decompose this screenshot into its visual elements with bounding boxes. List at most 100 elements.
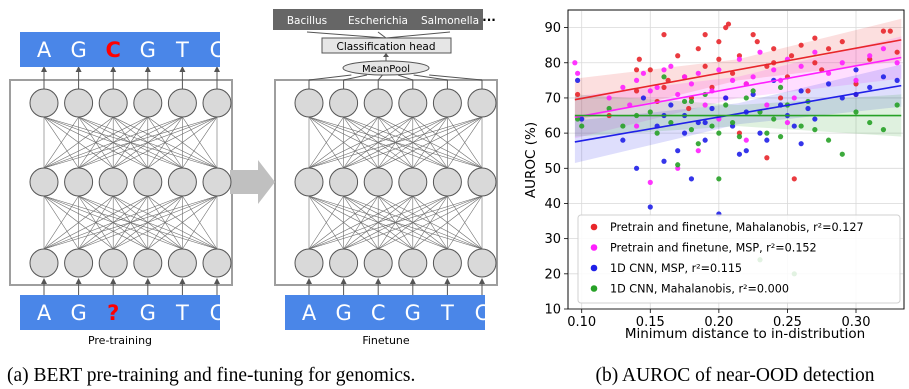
data-point-series-3 — [723, 102, 729, 108]
finetune-input-arrowhead — [479, 278, 485, 284]
data-point-series-2 — [743, 148, 749, 154]
caption-b: (b) AUROC of near-OOD detection — [595, 365, 874, 386]
data-point-series-2 — [825, 81, 832, 87]
legend-label-0: Pretrain and finetune, Mahalanobis, r²=0… — [610, 221, 864, 234]
data-point-series-0 — [633, 88, 640, 94]
data-point-series-1 — [750, 74, 756, 80]
pretrain-edge — [43, 116, 114, 169]
data-point-series-3 — [853, 109, 859, 115]
finetune-node — [398, 248, 428, 278]
legend-marker-3 — [590, 285, 598, 292]
finetune-edge — [308, 116, 413, 169]
pretrain-node — [202, 88, 232, 118]
data-point-series-2 — [702, 137, 708, 143]
y-tick-label: 10 — [544, 303, 561, 318]
finetune-input-arrowhead — [306, 278, 312, 284]
finetune-edge — [412, 195, 483, 250]
data-point-series-1 — [757, 49, 763, 55]
finetune-node — [329, 167, 359, 197]
data-point-series-0 — [636, 56, 642, 62]
y-tick-label: 30 — [544, 232, 561, 247]
pretrain-output-arrowhead — [75, 66, 82, 72]
data-point-series-1 — [839, 60, 845, 66]
pretrain-input-token: ? — [107, 301, 119, 325]
data-point-series-2 — [702, 119, 708, 126]
data-point-series-1 — [575, 70, 581, 76]
data-point-series-1 — [620, 84, 626, 90]
data-point-series-0 — [825, 46, 832, 52]
meanpool-input-line — [413, 74, 448, 81]
data-point-series-1 — [716, 67, 722, 73]
pretrain-output-token: C — [210, 38, 225, 62]
data-point-series-0 — [702, 32, 708, 38]
finetune-input-token-bar — [285, 295, 485, 330]
data-point-series-2 — [723, 95, 729, 101]
pretrain-output-token: G — [140, 38, 156, 62]
pretrain-edge — [43, 195, 218, 250]
data-point-series-2 — [812, 116, 818, 122]
fit-line-1 — [574, 56, 902, 119]
finetune-node — [432, 88, 462, 118]
data-point-series-3 — [695, 141, 701, 147]
data-point-series-1 — [633, 123, 640, 129]
finetune-edge — [308, 116, 344, 169]
data-point-series-2 — [805, 105, 811, 112]
finetune-node — [363, 88, 393, 118]
data-point-series-1 — [675, 91, 681, 98]
data-point-series-2 — [757, 130, 763, 136]
data-point-series-3 — [668, 119, 674, 126]
pretrain-input-arrowhead — [41, 278, 47, 284]
data-point-series-2 — [798, 88, 804, 94]
data-point-series-2 — [675, 148, 681, 154]
y-tick-label: 80 — [544, 56, 561, 71]
pretrain-output-arrowhead — [179, 66, 186, 72]
data-point-series-1 — [791, 95, 797, 101]
data-point-series-0 — [575, 91, 581, 98]
meanpool-ellipse — [342, 60, 430, 76]
data-point-series-1 — [771, 67, 777, 73]
data-point-series-3 — [579, 123, 585, 129]
finetune-edge — [308, 116, 483, 169]
finetune-node — [398, 88, 428, 118]
finetune-node — [294, 88, 324, 118]
data-point-series-3 — [839, 151, 845, 157]
finetune-node — [467, 167, 497, 197]
data-point-series-3 — [880, 127, 887, 133]
pretrain-edge — [43, 195, 79, 250]
data-point-series-1 — [880, 46, 887, 52]
data-point-series-3 — [750, 88, 756, 94]
pretrain-input-token: G — [70, 301, 86, 325]
data-point-series-1 — [654, 84, 660, 90]
legend-label-2: 1D CNN, MSP, r²=0.115 — [610, 262, 742, 275]
data-point-series-1 — [743, 137, 749, 143]
y-axis-label: AUROC (%) — [523, 122, 539, 198]
pretrain-edge — [147, 195, 218, 250]
pretrain-edge — [43, 195, 148, 250]
data-point-series-3 — [867, 119, 873, 126]
finetune-label: Finetune — [362, 334, 410, 347]
pretrain-node — [98, 88, 128, 118]
data-point-series-1 — [729, 77, 736, 83]
class-label-salmonella: Salmonella — [421, 15, 479, 27]
pretrain-output-token: C — [105, 38, 120, 62]
data-point-series-0 — [880, 28, 887, 34]
data-point-series-0 — [777, 95, 784, 101]
data-point-series-2 — [633, 165, 640, 171]
data-point-series-1 — [853, 77, 859, 83]
data-point-series-3 — [736, 134, 743, 140]
data-point-series-3 — [709, 123, 715, 129]
pretrain-edge — [43, 195, 183, 250]
data-point-series-1 — [572, 60, 578, 66]
classification-head-label: Classification head — [336, 41, 435, 53]
auroc-scatter-chart: 0.10 0.15 0.20 0.25 0.30 10 20 30 40 50 60 70 80 90 P… — [523, 9, 905, 386]
pretrain-edge — [43, 195, 114, 250]
data-point-series-1 — [784, 119, 791, 126]
data-point-series-0 — [788, 53, 795, 59]
y-tick-label: 50 — [544, 162, 561, 177]
pretrain-edge — [43, 116, 183, 169]
data-point-series-1 — [681, 74, 688, 80]
pretrain-edge — [78, 116, 218, 169]
pretrain-node — [29, 88, 59, 118]
data-point-series-0 — [725, 21, 732, 27]
data-point-series-2 — [647, 204, 653, 210]
